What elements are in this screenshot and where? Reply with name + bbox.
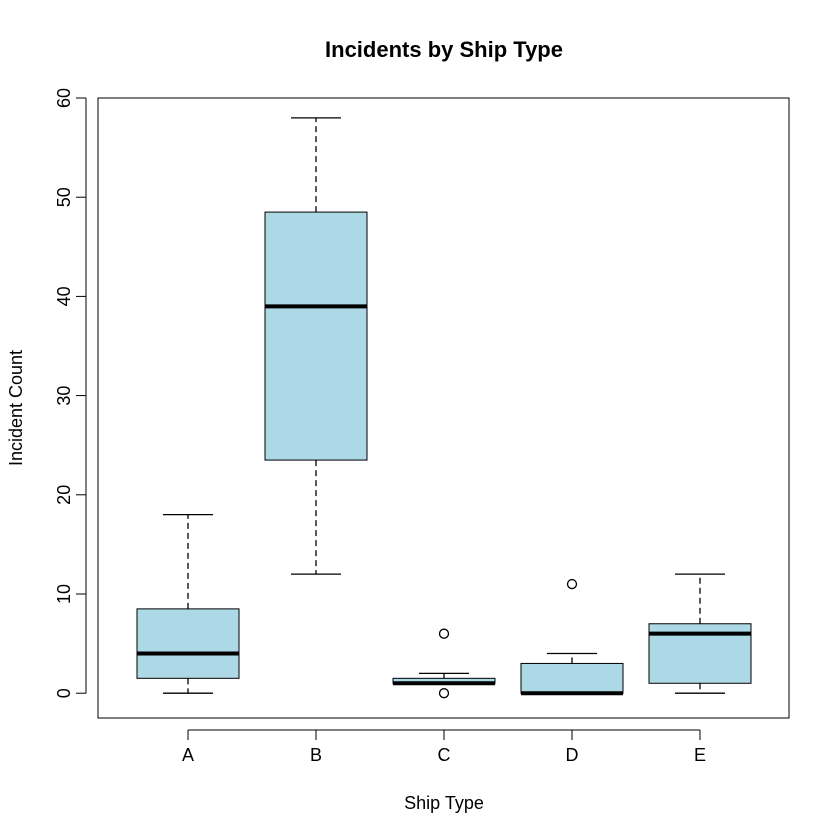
y-tick-label: 0 [54, 688, 74, 698]
box-group-d [520, 578, 624, 696]
iqr-box [520, 662, 624, 694]
y-tick-label: 60 [54, 88, 74, 108]
outlier-point [438, 628, 450, 639]
box-group-a [136, 513, 240, 694]
y-tick-label: 10 [54, 584, 74, 604]
box-group-b [264, 117, 368, 575]
box-group-e [648, 573, 752, 694]
outlier-point [438, 688, 450, 699]
x-tick-label: E [694, 745, 706, 765]
outlier-point [566, 578, 578, 590]
x-tick-label: A [182, 745, 194, 765]
x-axis: A B C D E [182, 729, 706, 765]
x-axis-label: Ship Type [404, 793, 484, 813]
plot-frame [97, 97, 790, 719]
y-axis: 0 10 20 30 40 50 60 [54, 88, 87, 698]
box-group-c [392, 628, 496, 699]
y-axis-label: Incident Count [6, 350, 26, 466]
iqr-box [136, 608, 240, 679]
y-tick-label: 30 [54, 386, 74, 406]
x-tick-label: C [438, 745, 451, 765]
iqr-box [264, 211, 368, 461]
y-tick-label: 40 [54, 286, 74, 306]
y-tick-label: 50 [54, 187, 74, 207]
chart-title: Incidents by Ship Type [325, 37, 563, 62]
x-tick-label: D [566, 745, 579, 765]
boxes-layer [136, 117, 752, 699]
x-tick-label: B [310, 745, 322, 765]
y-tick-label: 20 [54, 485, 74, 505]
